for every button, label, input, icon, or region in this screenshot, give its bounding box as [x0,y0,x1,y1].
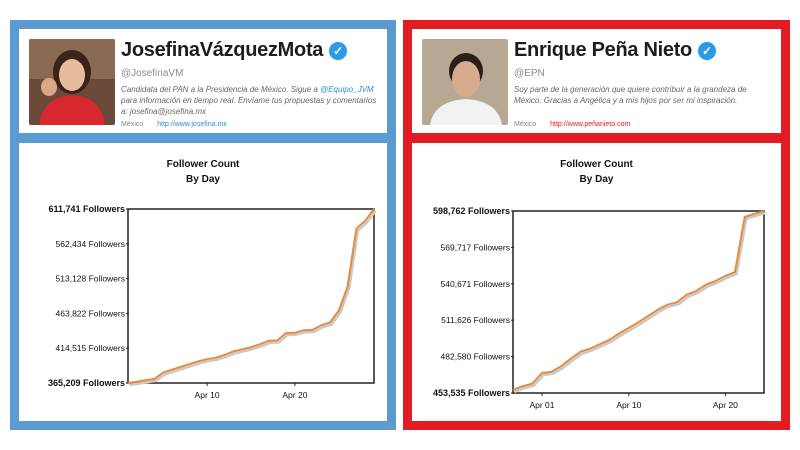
profile-name: Enrique Peña Nieto [514,39,692,61]
profile-meta: México http://www.peñanieto.com [514,121,630,128]
chart-title-line-2: By Day [579,174,614,185]
y-tick-label: 482,580 Followers [441,352,510,362]
bio-mention-link[interactable]: @Equipo_JVM [320,85,374,94]
bio-text: Candidata del PAN a la Presidencia de Mé… [121,85,318,94]
profile-card: JosefinaVázquezMota ✓ @JosefinaVM Candid… [19,29,387,133]
series-line-shadow [514,211,766,394]
follower-line-chart: 598,762 Followers 569,717 Followers 540,67… [433,206,766,410]
y-tick-label: 463,822 Followers [56,308,125,318]
verified-badge-icon: ✓ [697,41,716,60]
chart-title-line-1: Follower Count [560,159,633,170]
x-tick-label: Apr 01 [529,400,554,410]
series-line-shadow [129,210,377,387]
x-tick-label: Apr 20 [713,400,738,410]
avatar[interactable] [422,39,508,125]
profile-photo-icon [29,39,115,125]
chart-title: Follower Count By Day [412,157,781,187]
profile-location: México [121,121,144,128]
series-line [512,210,765,391]
y-tick-label: 513,128 Followers [56,274,125,284]
y-tick-label: 511,626 Followers [441,315,510,325]
profile-bio: Candidata del PAN a la Presidencia de Mé… [121,84,379,117]
follower-line-chart: 611,741 Followers 562,434 Followers 513,12… [48,204,377,400]
profile-website-link[interactable]: http://www.josefina.mx [157,121,227,128]
josefina-panel: JosefinaVázquezMota ✓ @JosefinaVM Candid… [10,20,396,430]
x-tick-label: Apr 10 [195,390,220,400]
profile-card: Enrique Peña Nieto ✓ @EPN Soy parte de l… [412,29,781,133]
profile-bio: Soy parte de la generación que quiere co… [514,85,747,105]
series-line [127,208,375,384]
profile-handle[interactable]: @EPN [514,68,545,79]
verified-badge-icon: ✓ [329,41,348,60]
plot-area [127,208,375,384]
profile-meta: México http://www.josefina.mx [121,121,227,128]
y-tick-label: 569,717 Followers [441,242,510,252]
y-tick-label: 453,535 Followers [433,388,510,398]
epn-panel: Enrique Peña Nieto ✓ @EPN Soy parte de l… [403,20,790,430]
y-tick-label: 365,209 Followers [48,378,125,388]
x-tick-label: Apr 20 [282,390,307,400]
chart-title: Follower Count By Day [19,157,387,187]
y-tick-label: 598,762 Followers [433,206,510,216]
chart-card: Follower Count By Day 598,762 Followers 5… [412,143,781,421]
x-tick-label: Apr 10 [616,400,641,410]
y-tick-label: 562,434 Followers [56,239,125,249]
avatar[interactable] [29,39,115,125]
profile-photo-icon [422,39,508,125]
y-tick-label: 414,515 Followers [56,343,125,353]
profile-location: México [514,121,537,128]
bio-text-rest: para información en tiempo real. Envíame… [121,96,377,116]
y-tick-label: 540,671 Followers [441,279,510,289]
chart-card: Follower Count By Day 611,741 Followers 5… [19,143,387,421]
chart-title-line-2: By Day [186,174,220,185]
plot-area [512,210,765,394]
profile-handle[interactable]: @JosefinaVM [121,68,184,79]
chart-title-line-1: Follower Count [166,159,240,170]
y-tick-label: 611,741 Followers [48,204,125,214]
profile-name: JosefinaVázquezMota [121,39,324,61]
profile-website-link[interactable]: http://www.peñanieto.com [550,121,631,128]
